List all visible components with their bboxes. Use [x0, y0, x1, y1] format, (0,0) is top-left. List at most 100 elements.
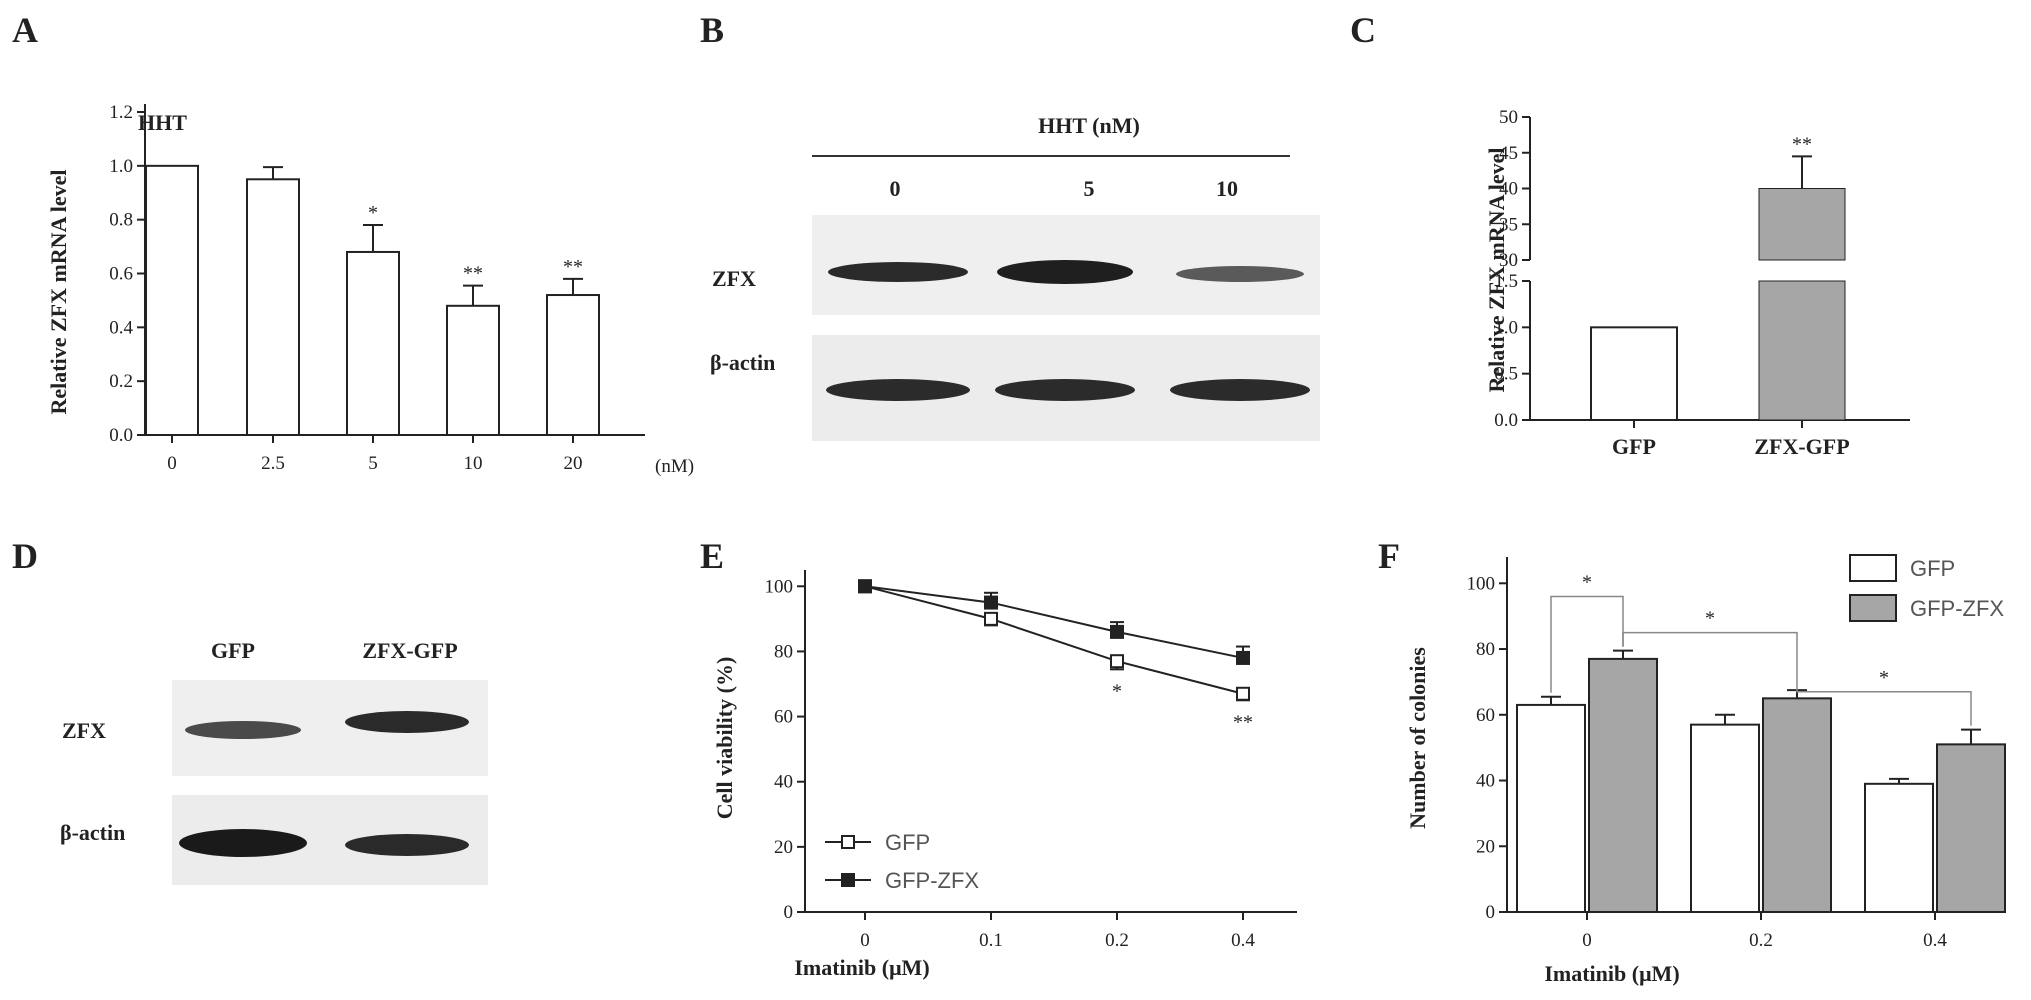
- a-xtick-label: 10: [464, 453, 483, 474]
- panel-letter-e: E: [700, 536, 724, 576]
- c-ytick-label: 1.5: [1494, 271, 1518, 292]
- e-point-gfp: [1110, 654, 1124, 669]
- f-legend-swatch: [1849, 594, 1897, 622]
- a-ytick-label: 0.8: [109, 210, 133, 231]
- panel-a-ylabel: Relative ZFX mRNA level: [46, 170, 71, 415]
- panel-b-band-zfx-2: [1176, 266, 1304, 282]
- e-ytick-label: 40: [774, 772, 793, 793]
- panel-a-chart: HHT (nM) Relative ZFX mRNA level 0.0 0.2 0…: [46, 102, 694, 477]
- f-bar-gfp-zfx: [1762, 697, 1832, 913]
- panel-f-xlabel: Imatinib (μM): [1544, 961, 1679, 986]
- panel-a-unit: (nM): [655, 456, 694, 477]
- panel-letter-a: A: [12, 10, 38, 50]
- f-bar-gfp-zfx: [1588, 657, 1658, 913]
- panel-b-blot: HHT (nM) 0 5 10 ZFX β-actin: [710, 113, 1320, 441]
- e-legend-marker: [841, 835, 855, 849]
- a-significance: **: [563, 256, 583, 278]
- f-comparison-bracket: [1796, 686, 1972, 726]
- a-xtick-label: 5: [368, 453, 378, 474]
- panel-b-row-zfx: ZFX: [712, 266, 756, 291]
- a-xtick-label: 0: [167, 453, 177, 474]
- a-bar: [246, 178, 300, 436]
- c-ytick-label: 0.5: [1494, 364, 1518, 385]
- f-bar-gfp-zfx: [1936, 743, 2006, 913]
- c-bar-gfp: [1590, 326, 1678, 422]
- panel-c-ylabel: Relative ZFX mRNA level: [1484, 148, 1509, 393]
- f-ytick-label: 80: [1476, 639, 1495, 660]
- a-bar: [346, 250, 400, 436]
- panel-d-row-zfx: ZFX: [62, 718, 106, 743]
- panel-b-lane-2: 10: [1216, 176, 1238, 201]
- panel-e-xlabel: Imatinib (μM): [794, 955, 929, 980]
- f-xtick-label: 0.4: [1923, 930, 1947, 951]
- f-legend-label: GFP: [1910, 556, 1955, 581]
- e-xtick-label: 0.1: [979, 930, 1003, 951]
- panel-letter-d: D: [12, 536, 38, 576]
- panel-b-band-zfx-1: [997, 260, 1133, 284]
- panel-b-lane-0: 0: [890, 176, 901, 201]
- c-xtick-label: ZFX-GFP: [1754, 434, 1849, 459]
- c-ytick-label: 40: [1499, 179, 1518, 200]
- e-legend-marker: [841, 873, 855, 887]
- a-ytick-label: 1.0: [109, 156, 133, 177]
- panel-letter-b: B: [700, 10, 724, 50]
- panel-d-blot: GFP ZFX-GFP ZFX β-actin: [60, 638, 488, 885]
- f-ytick-label: 0: [1486, 902, 1496, 923]
- panel-b-header: HHT (nM): [1038, 113, 1140, 138]
- e-point-gfp-zfx: [1236, 650, 1250, 665]
- e-ytick-label: 60: [774, 707, 793, 728]
- panel-letter-f: F: [1378, 536, 1400, 576]
- panel-b-band-actin-0: [826, 379, 970, 401]
- panel-d-band-zfx-0: [185, 721, 301, 739]
- a-significance: *: [368, 202, 378, 224]
- e-ytick-label: 80: [774, 641, 793, 662]
- panel-e-chart: Imatinib (μM) Cell viability (%) 0 20 40 60…: [712, 570, 1297, 980]
- c-ytick-label: 1.0: [1494, 317, 1518, 338]
- panel-c-chart: Relative ZFX mRNA level 0.0 0.5 1.0 1.530 35…: [1484, 107, 1910, 459]
- a-ytick-label: 1.2: [109, 102, 133, 123]
- c-significance: **: [1792, 133, 1812, 155]
- a-ytick-label: 0.0: [109, 425, 133, 446]
- panel-d-row-actin: β-actin: [60, 820, 125, 845]
- c-ytick-label: 30: [1499, 250, 1518, 271]
- f-comparison-bracket: [1622, 631, 1798, 687]
- c-ytick-label: 45: [1499, 143, 1518, 164]
- e-point-gfp-zfx: [1110, 624, 1124, 639]
- a-bar: [145, 164, 199, 436]
- c-ytick-label: 35: [1499, 214, 1518, 235]
- panel-d-band-actin-0: [179, 829, 307, 857]
- f-ytick-label: 100: [1467, 573, 1496, 594]
- f-bar-gfp: [1690, 723, 1760, 914]
- e-series-line-gfp: [864, 585, 1244, 695]
- panel-letter-c: C: [1350, 10, 1376, 50]
- e-xtick-label: 0.4: [1231, 930, 1255, 951]
- e-point-gfp-zfx: [984, 595, 998, 610]
- panel-d-lane-0: GFP: [211, 638, 255, 663]
- c-xtick-label: GFP: [1612, 434, 1656, 459]
- c-ytick-label: 50: [1499, 107, 1518, 128]
- e-legend-label: GFP: [885, 830, 930, 855]
- panel-b-band-zfx-0: [828, 262, 968, 282]
- panel-f-ylabel: Number of colonies: [1405, 647, 1430, 829]
- panel-b-band-actin-2: [1170, 379, 1310, 401]
- e-point-gfp: [984, 611, 998, 626]
- f-comparison-label: *: [1582, 571, 1592, 593]
- e-significance: *: [1112, 680, 1122, 702]
- e-point-gfp-zfx: [858, 579, 872, 594]
- panel-d-lane-1: ZFX-GFP: [362, 638, 457, 663]
- f-xtick-label: 0: [1582, 930, 1592, 951]
- f-legend-label: GFP-ZFX: [1910, 596, 2004, 621]
- e-significance: **: [1233, 711, 1253, 733]
- panel-d-band-zfx-1: [345, 711, 469, 733]
- panel-f-chart: Imatinib (μM) Number of colonies 0 20 40 60…: [1405, 554, 2006, 986]
- a-significance: **: [463, 263, 483, 285]
- f-bar-gfp: [1516, 703, 1586, 914]
- panel-b-lane-1: 5: [1084, 176, 1095, 201]
- panel-b-band-actin-1: [995, 379, 1135, 401]
- c-bar-zfx-upper: [1758, 188, 1846, 261]
- c-bar-zfx-lower: [1758, 280, 1846, 421]
- a-ytick-label: 0.4: [109, 317, 133, 338]
- f-comparison-label: *: [1705, 608, 1715, 630]
- f-comparison-bracket: [1550, 595, 1624, 693]
